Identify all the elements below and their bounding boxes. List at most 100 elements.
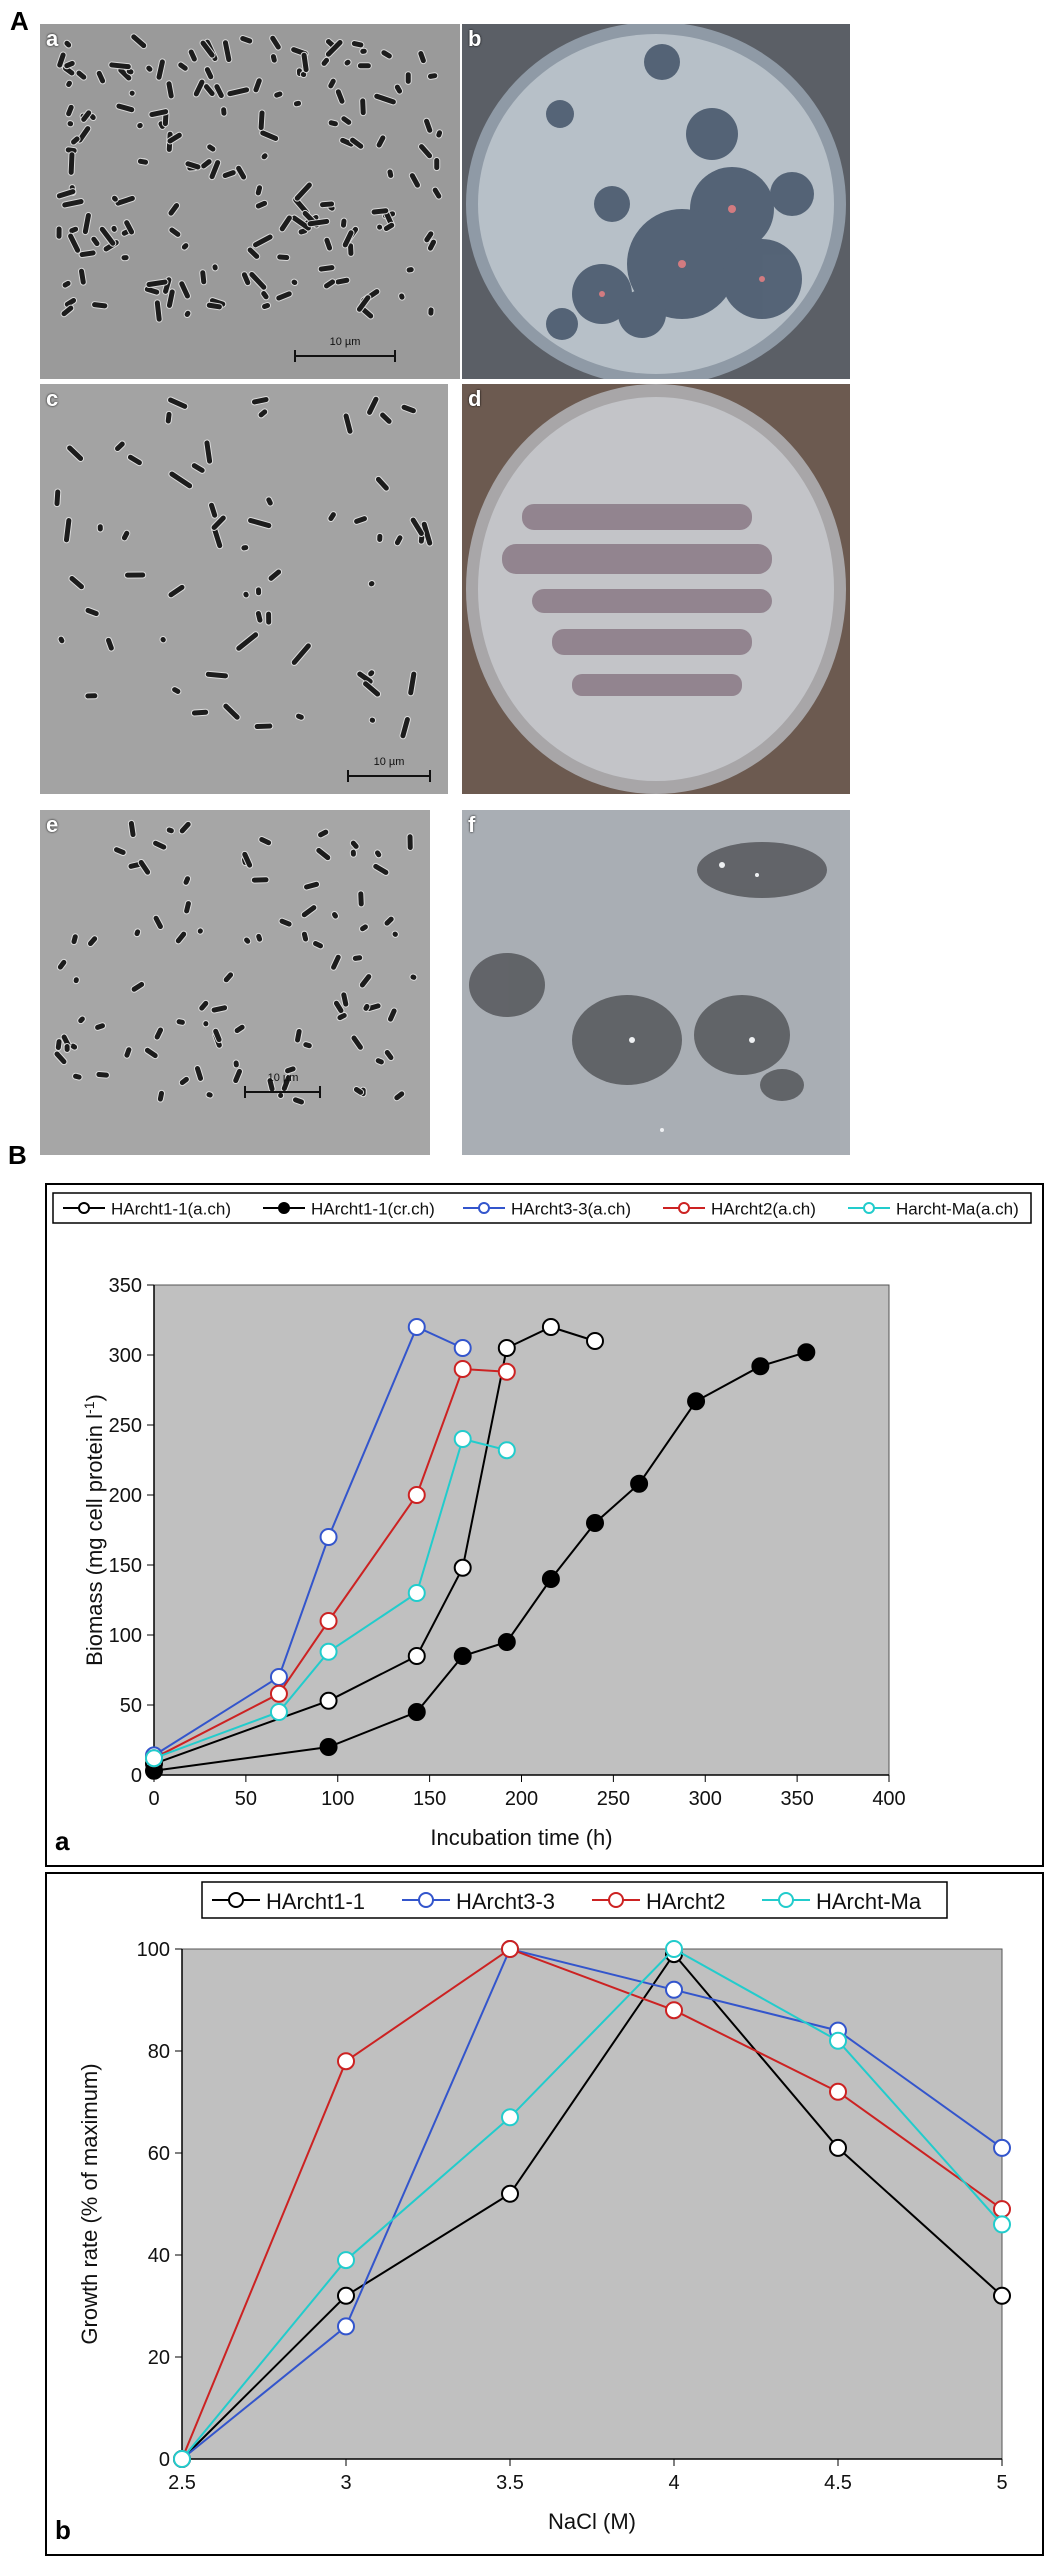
data-point bbox=[993, 2215, 1011, 2234]
chart-b-growth-rate: 2.5 3 3.5 4 4.5 5 0 20 40 60 80 100 NaCl (M) Growth r… bbox=[55, 1881, 1011, 2545]
panel-d-plate: d bbox=[462, 384, 850, 794]
data-point bbox=[630, 1474, 649, 1493]
series-line-3 bbox=[181, 1947, 1003, 2460]
micrograph-e-image bbox=[40, 810, 430, 1155]
y-axis-label: Biomass (mg cell protein l-1) bbox=[81, 1394, 107, 1666]
plate-b-image bbox=[462, 24, 850, 379]
data-point bbox=[541, 1318, 560, 1336]
panel-e-micrograph: e 10 µm bbox=[40, 810, 430, 1155]
legend-label: HArcht2(a.ch) bbox=[711, 1200, 816, 1219]
x-tick-label: 3.5 bbox=[496, 2472, 524, 2494]
x-axis-label: Incubation time (h) bbox=[430, 1825, 612, 1850]
data-point bbox=[319, 1738, 338, 1756]
series-line-0 bbox=[181, 1952, 1003, 2460]
x-tick-label: 4 bbox=[668, 2472, 679, 2494]
data-point bbox=[665, 1940, 683, 1958]
legend-label: HArcht3-3 bbox=[456, 1889, 555, 1914]
y-tick-label: 300 bbox=[109, 1345, 142, 1367]
chart-a-frame: 0 50 100 150 200 250 300 350 400 0 50 100 150 200 250 3… bbox=[45, 1183, 1044, 1867]
y-tick-label: 250 bbox=[109, 1415, 142, 1437]
plate-f-image bbox=[462, 810, 850, 1155]
data-point bbox=[501, 1940, 519, 1958]
legend-label: Harcht-Ma(a.ch) bbox=[896, 1200, 1019, 1219]
y-tick-label: 20 bbox=[148, 2347, 170, 2369]
panel-a-micrograph: a 10 µm bbox=[40, 24, 460, 379]
y-tick-label: 80 bbox=[148, 2041, 170, 2063]
legend-label: HArcht1-1(cr.ch) bbox=[311, 1200, 435, 1219]
data-point bbox=[145, 1749, 163, 1768]
chart-a-biomass: 0 50 100 150 200 250 300 350 400 0 50 100 150 200 250 3… bbox=[52, 1192, 1032, 1856]
chart-panel-letter: a bbox=[55, 1826, 70, 1856]
data-point bbox=[497, 1362, 516, 1381]
series-line-1 bbox=[181, 1947, 1003, 2460]
y-tick-label: 100 bbox=[137, 1939, 170, 1961]
x-tick-label: 0 bbox=[148, 1788, 159, 1810]
panel-c-letter: c bbox=[46, 386, 59, 411]
panel-e-letter: e bbox=[46, 812, 59, 837]
legend-label: HArcht1-1 bbox=[266, 1889, 365, 1914]
y-tick-label: 0 bbox=[131, 1765, 142, 1787]
data-point bbox=[407, 1486, 426, 1504]
data-point bbox=[269, 1684, 288, 1703]
data-point bbox=[319, 1691, 338, 1710]
y-tick-label: 60 bbox=[148, 2143, 170, 2165]
data-point bbox=[497, 1441, 516, 1460]
data-point bbox=[829, 2082, 847, 2101]
x-tick-label: 150 bbox=[413, 1788, 446, 1810]
data-point bbox=[993, 2138, 1011, 2157]
legend-marker bbox=[478, 1202, 490, 1214]
data-point bbox=[337, 2251, 355, 2270]
data-point bbox=[453, 1430, 472, 1448]
data-point bbox=[829, 2031, 847, 2050]
legend-marker bbox=[678, 1202, 690, 1214]
x-tick-label: 50 bbox=[235, 1788, 257, 1810]
data-point bbox=[453, 1360, 472, 1378]
x-tick-label: 100 bbox=[321, 1788, 354, 1810]
x-tick-label: 5 bbox=[996, 2472, 1007, 2494]
y-tick-label: 40 bbox=[148, 2245, 170, 2267]
legend-label: HArcht-Ma bbox=[816, 1889, 922, 1914]
x-tick-label: 2.5 bbox=[168, 2472, 196, 2494]
plot-area bbox=[181, 1948, 1003, 2460]
scale-bar-a-label: 10 µm bbox=[329, 336, 361, 348]
panel-a-letter: a bbox=[46, 26, 59, 51]
data-point bbox=[501, 2108, 519, 2127]
x-axis-label: NaCl (M) bbox=[548, 2509, 636, 2534]
data-point bbox=[407, 1318, 426, 1336]
legend-label: HArcht2 bbox=[646, 1889, 725, 1914]
chart-b-frame: 2.5 3 3.5 4 4.5 5 0 20 40 60 80 100 NaCl (M) Growth r… bbox=[45, 1872, 1044, 2556]
legend-marker bbox=[418, 1892, 434, 1908]
data-point bbox=[993, 2286, 1011, 2305]
data-point bbox=[269, 1668, 288, 1686]
panel-b-plate: b bbox=[462, 24, 850, 379]
data-point bbox=[453, 1339, 472, 1357]
data-point bbox=[665, 2001, 683, 2020]
section-b-label: B bbox=[8, 1140, 27, 1170]
y-axis-label: Growth rate (% of maximum) bbox=[77, 2063, 102, 2344]
legend-label: HArcht3-3(a.ch) bbox=[511, 1200, 631, 1219]
legend-marker bbox=[278, 1202, 290, 1214]
y-tick-label: 350 bbox=[109, 1275, 142, 1297]
data-point bbox=[453, 1558, 472, 1577]
data-point bbox=[337, 2286, 355, 2305]
legend-marker bbox=[608, 1892, 624, 1908]
data-point bbox=[541, 1570, 560, 1588]
panel-d-letter: d bbox=[468, 386, 482, 411]
legend-marker bbox=[778, 1892, 794, 1908]
data-point bbox=[501, 2184, 519, 2203]
data-point bbox=[751, 1357, 770, 1376]
x-tick-label: 200 bbox=[505, 1788, 538, 1810]
x-tick-label: 350 bbox=[780, 1788, 813, 1810]
data-point bbox=[797, 1343, 816, 1362]
data-point bbox=[665, 1980, 683, 1999]
legend-box bbox=[201, 1881, 948, 1919]
legend-marker bbox=[78, 1202, 90, 1214]
data-point bbox=[407, 1584, 426, 1602]
x-tick-label: 400 bbox=[872, 1788, 905, 1810]
micrograph-a-image bbox=[40, 24, 460, 379]
data-point bbox=[319, 1612, 338, 1630]
y-tick-label: 150 bbox=[109, 1555, 142, 1577]
legend-marker bbox=[863, 1202, 875, 1214]
data-point bbox=[586, 1514, 604, 1532]
series-line-2 bbox=[181, 1947, 1003, 2460]
